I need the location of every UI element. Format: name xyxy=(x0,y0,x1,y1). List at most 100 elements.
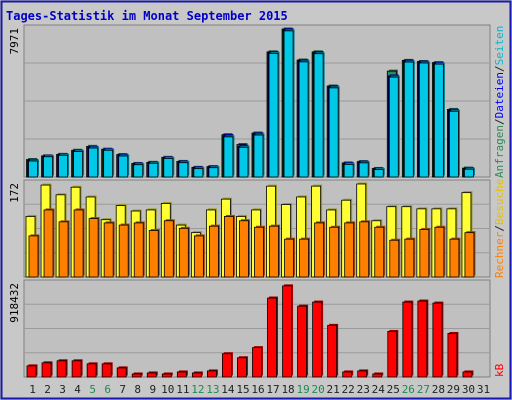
bar-rechner xyxy=(389,239,400,278)
bar-rechner xyxy=(344,222,355,278)
bar-kb xyxy=(176,371,187,378)
bar-kb xyxy=(402,301,413,378)
bar-rechner xyxy=(178,227,189,278)
x-axis-day-labels: 1 2 3 4 5 6 7 8 9 10 11 12 13 14 15 16 17 18 19 20 21 22 23 24 2… xyxy=(29,383,490,396)
bar-rechner xyxy=(284,238,294,278)
bar-kb xyxy=(161,373,172,378)
bar-seiten xyxy=(223,136,234,178)
bar-seiten xyxy=(238,146,249,178)
bar-kb xyxy=(26,365,37,378)
x-tick-label: 1 xyxy=(29,383,36,396)
x-tick-label: 31 xyxy=(477,383,490,396)
bar-rechner xyxy=(314,222,325,278)
bar-seiten xyxy=(193,168,204,178)
bar-rechner xyxy=(359,221,370,278)
panel-middle: 172 xyxy=(8,179,491,278)
x-tick-label: 17 xyxy=(266,383,279,396)
legend-entry: Seiten xyxy=(493,26,506,66)
x-tick-label: 12 xyxy=(191,383,204,396)
legend-entry: / xyxy=(493,225,506,232)
bar-seiten xyxy=(388,76,399,178)
legend-entry: / xyxy=(493,118,506,125)
bar-seiten xyxy=(283,30,294,178)
bar-kb xyxy=(252,347,262,378)
bar-seiten xyxy=(403,61,414,178)
x-tick-label: 9 xyxy=(149,383,156,396)
bar-kb xyxy=(462,371,473,378)
bar-rechner xyxy=(58,221,69,278)
bar-kb xyxy=(372,373,383,378)
bar-seiten xyxy=(418,62,429,178)
bar-seiten xyxy=(298,61,309,178)
legend-entry: / xyxy=(493,65,506,72)
bar-rechner xyxy=(148,230,159,278)
bar-seiten xyxy=(343,163,354,178)
x-tick-label: 15 xyxy=(236,383,249,396)
x-tick-label: 3 xyxy=(59,383,66,396)
bar-kb xyxy=(447,333,458,378)
x-tick-label: 29 xyxy=(447,383,460,396)
bar-seiten xyxy=(43,156,53,178)
bar-seiten xyxy=(103,149,114,178)
bar-seiten xyxy=(208,167,219,178)
bar-kb xyxy=(191,372,202,378)
bar-kb xyxy=(237,357,247,378)
x-tick-label: 8 xyxy=(134,383,141,396)
x-tick-label: 10 xyxy=(161,383,174,396)
bar-kb xyxy=(101,363,112,378)
x-tick-label: 19 xyxy=(296,383,309,396)
bar-kb xyxy=(357,370,368,378)
bar-kb xyxy=(206,370,217,378)
legend-entry: Rechner xyxy=(493,231,506,278)
bar-rechner xyxy=(43,209,54,278)
bar-seiten xyxy=(28,160,38,178)
bar-rechner xyxy=(239,220,249,278)
x-tick-label: 7 xyxy=(119,383,126,396)
chart-title: Tages-Statistik im Monat September 2015 xyxy=(6,9,288,23)
bar-seiten xyxy=(328,87,339,178)
x-tick-label: 30 xyxy=(462,383,475,396)
bar-kb xyxy=(312,301,323,378)
x-tick-label: 4 xyxy=(74,383,81,396)
x-tick-label: 24 xyxy=(372,383,386,396)
bar-kb xyxy=(71,360,82,378)
bar-seiten xyxy=(133,164,144,178)
x-tick-label: 5 xyxy=(89,383,96,396)
bar-seiten xyxy=(58,154,68,178)
bar-seiten xyxy=(313,53,324,178)
legend-anfragen-dateien-seiten: Anfragen/Dateien/Seiten xyxy=(493,26,506,178)
panel-bottom: 918432 xyxy=(8,279,491,378)
x-tick-label: 6 xyxy=(104,383,111,396)
legend-kb: kB xyxy=(493,363,506,377)
bar-rechner xyxy=(163,220,174,278)
bar-seiten xyxy=(449,110,459,178)
bar-rechner xyxy=(73,209,84,278)
x-tick-label: 2 xyxy=(44,383,51,396)
bar-kb xyxy=(86,363,97,378)
bar-rechner xyxy=(28,235,39,278)
bar-rechner xyxy=(88,218,99,278)
x-tick-label: 27 xyxy=(417,383,430,396)
bar-rechner xyxy=(404,238,415,278)
x-tick-label: 26 xyxy=(402,383,415,396)
bar-kb xyxy=(56,360,67,378)
bar-kb xyxy=(41,362,52,378)
bar-seiten xyxy=(163,158,174,178)
bar-seiten xyxy=(118,155,129,178)
panel-bottom-y-max-label: 918432 xyxy=(8,283,21,323)
bar-seiten xyxy=(178,162,189,178)
bar-rechner xyxy=(299,238,309,278)
bar-rechner xyxy=(254,226,264,278)
legend-entry: Anfragen xyxy=(493,125,506,178)
x-tick-label: 14 xyxy=(221,383,235,396)
bar-rechner xyxy=(103,222,114,278)
x-tick-label: 23 xyxy=(357,383,370,396)
x-tick-label: 28 xyxy=(432,383,445,396)
bar-kb xyxy=(146,372,157,378)
legend-rechner-besuche: Rechner/Besuche xyxy=(493,179,506,278)
bar-rechner xyxy=(224,216,234,278)
panel-top-y-max-label: 7971 xyxy=(8,28,21,55)
bar-seiten xyxy=(253,134,264,178)
